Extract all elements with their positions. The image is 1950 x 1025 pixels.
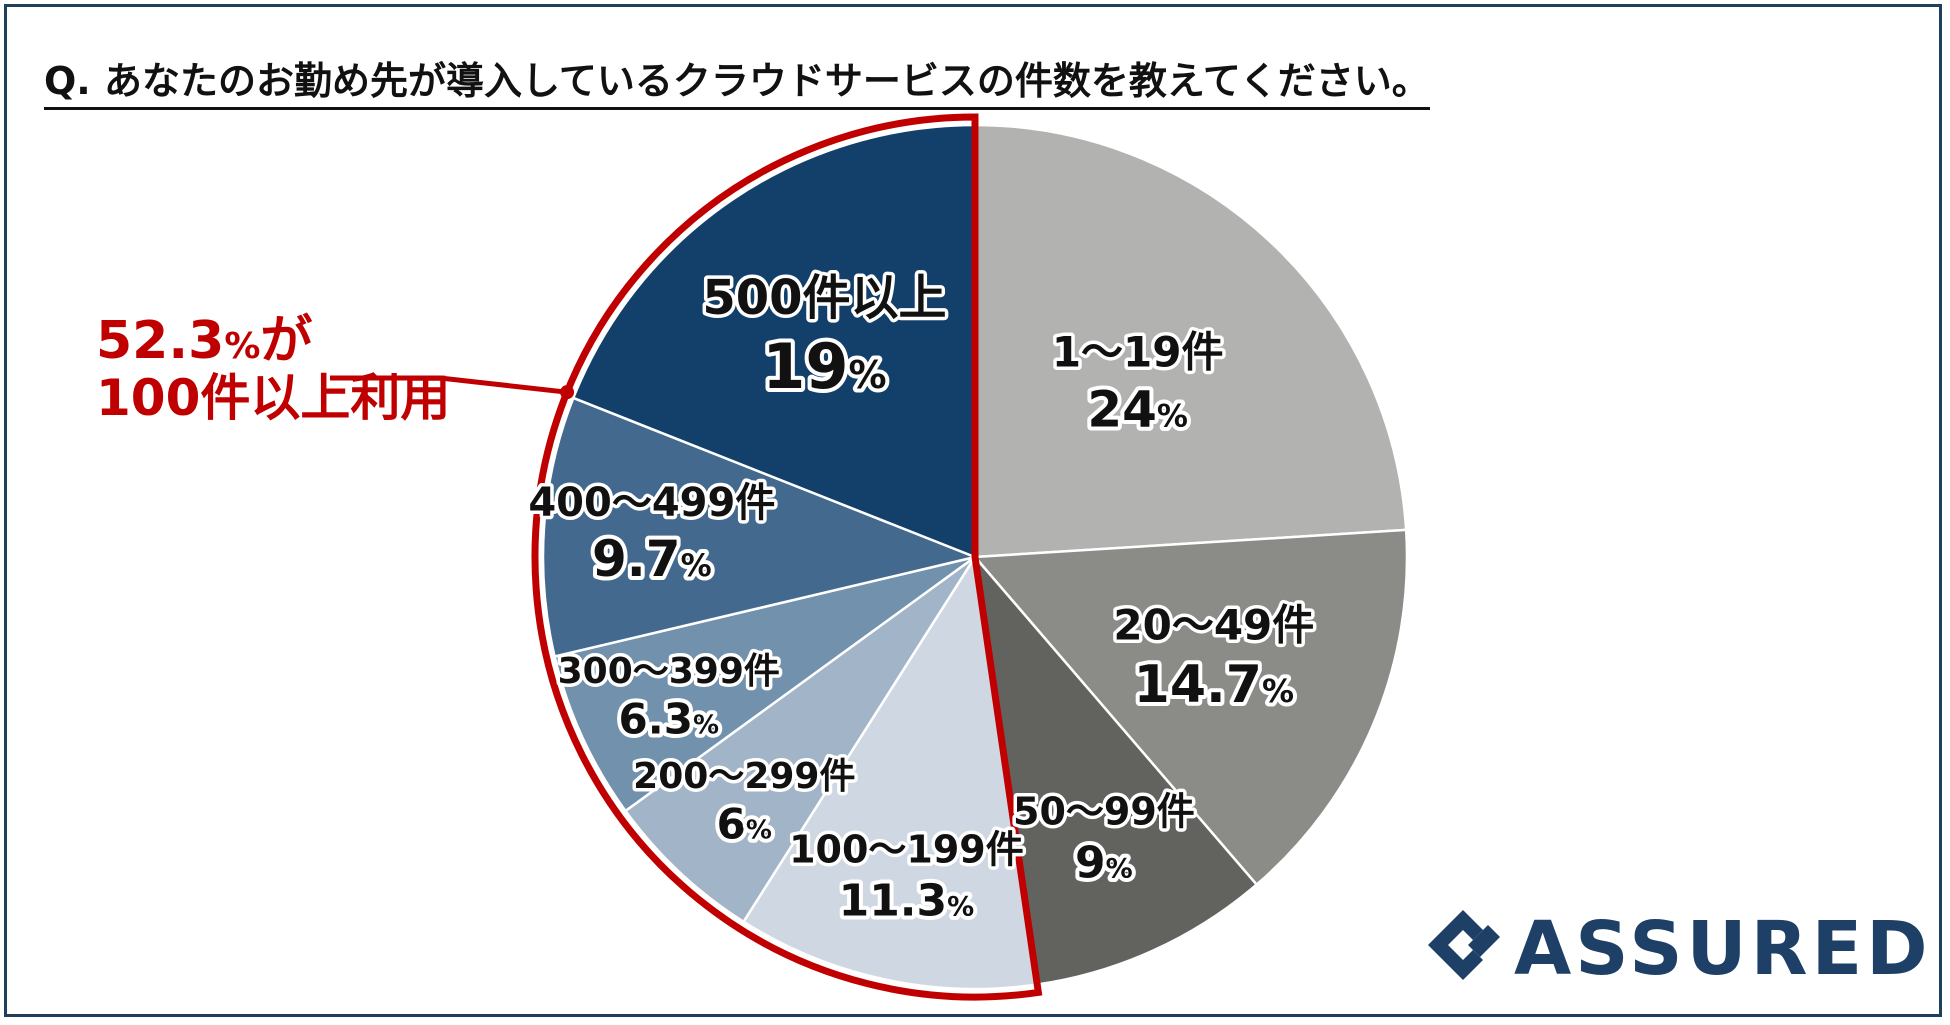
callout-suffix: が — [260, 311, 313, 371]
pie-slice-500 — [571, 123, 977, 559]
slice-label-400-499: 400〜499件 — [528, 480, 775, 526]
slice-label-500: 500件以上 — [702, 270, 946, 326]
slice-label-50-99: 50〜99件 — [1013, 790, 1195, 834]
slice-value-unit: % — [1157, 398, 1188, 434]
callout-leader-dot — [560, 385, 575, 400]
slice-value-unit: % — [1262, 672, 1294, 710]
chart-title: Q. あなたのお勤め先が導入しているクラウドサービスの件数を教えてください。 — [44, 50, 1430, 110]
pie-slice-20-49 — [972, 528, 1409, 887]
pie-slice-400-499 — [541, 396, 980, 659]
callout-line-1: 52.3%が — [96, 312, 450, 370]
slice-value-unit: % — [681, 548, 712, 584]
pie-slice-200-299 — [623, 555, 977, 924]
slice-label-1-19: 1〜19件 — [1052, 327, 1224, 376]
slice-label-100-199: 100〜199件 — [789, 828, 1024, 872]
pie-slices — [541, 123, 1409, 991]
callout: 52.3%が 100件以上利用 — [96, 312, 450, 426]
slice-value-unit: % — [947, 891, 974, 922]
callout-line-2: 100件以上利用 — [96, 370, 450, 426]
slice-value-300-399: 6.3% — [619, 694, 719, 743]
pie-slice-100-199 — [741, 553, 1039, 991]
highlight-outline — [531, 113, 1043, 1001]
slice-value-unit: % — [693, 710, 719, 740]
brand-logo: ASSURED — [1418, 900, 1928, 992]
slice-value-unit: % — [746, 815, 772, 845]
callout-value: 52.3 — [96, 311, 225, 371]
slice-value-200-299: 6% — [717, 799, 772, 848]
slice-value-unit: % — [1106, 853, 1133, 884]
slice-value-500: 19% — [762, 330, 886, 403]
callout-line2-suffix: 件以上利用 — [200, 369, 451, 428]
slice-value-unit: % — [849, 353, 887, 397]
slice-label-300-399: 300〜399件 — [558, 651, 780, 692]
pie-labels: 1〜19件24%20〜49件14.7%50〜99件9%100〜199件11.3%… — [525, 266, 1318, 930]
logo-text: ASSURED — [1514, 906, 1932, 992]
slice-label-200-299: 200〜299件 — [633, 756, 855, 797]
pie-slice-1-19 — [973, 123, 1408, 559]
logo-mark-icon — [1428, 910, 1500, 980]
pie-slice-50-99 — [973, 552, 1259, 986]
callout-unit: % — [224, 326, 261, 367]
slice-label-20-49: 20〜49件 — [1113, 600, 1314, 649]
pie-slice-300-399 — [553, 555, 976, 813]
callout-leader-line — [330, 375, 568, 395]
slice-value-1-19: 24% — [1087, 380, 1188, 438]
callout-line2-prefix: 100 — [96, 369, 201, 428]
